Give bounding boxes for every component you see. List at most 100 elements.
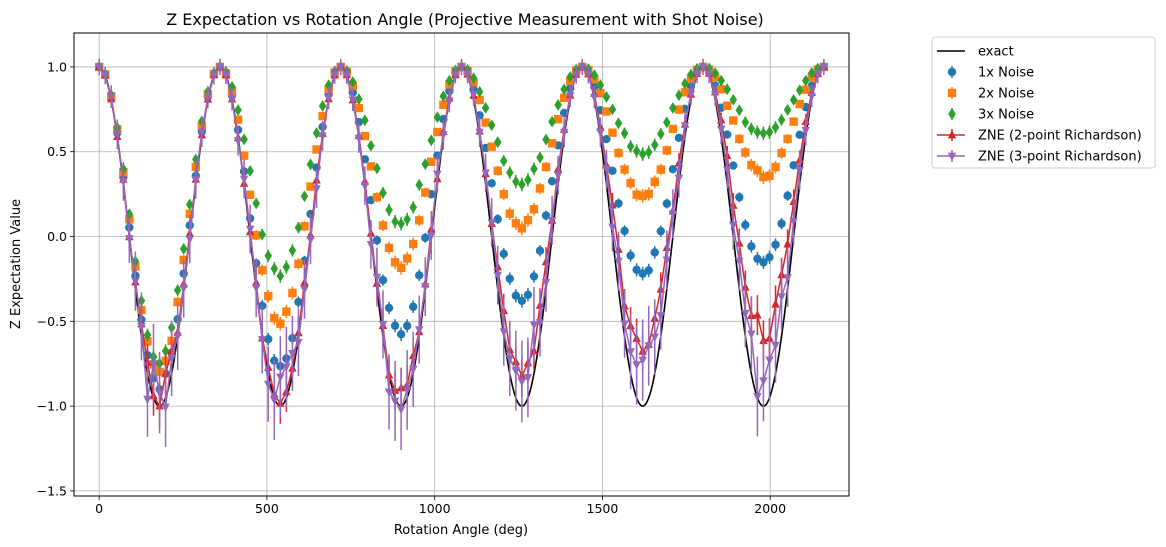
data-point [354,134,364,144]
data-point [644,266,653,275]
data-point [499,328,508,337]
data-point [246,164,254,177]
data-point [390,321,400,330]
data-point [590,93,599,103]
data-point [119,178,128,187]
data-point [650,333,659,342]
data-point [300,285,309,295]
data-point [378,320,388,330]
data-point [566,92,575,101]
data-point [608,166,617,175]
data-point [783,103,792,116]
data-point [415,271,424,280]
data-point [487,119,496,132]
data-point [541,211,551,220]
chart-title: Z Expectation vs Rotation Angle (Project… [166,10,764,29]
data-point [499,154,508,167]
data-point [523,215,533,225]
data-point [349,76,357,88]
data-point [795,99,804,109]
data-point [801,85,810,94]
data-point [620,320,629,329]
data-point [101,72,110,81]
x-axis-ticks: 0 500 1000 1500 2000 [95,496,786,516]
data-point [481,169,490,178]
legend-box [931,36,1156,169]
data-point [765,126,774,138]
legend-label: 2x Noise [978,87,1034,102]
data-point [626,251,635,260]
data-point [197,128,207,138]
plot-frame [73,32,850,497]
data-point [517,224,527,233]
data-point [161,345,170,357]
data-point [391,215,399,228]
data-point [251,231,261,240]
data-point [759,127,768,140]
data-point [753,393,762,402]
data-point [499,249,508,258]
data-point [294,221,303,234]
data-point [523,373,533,383]
data-point [421,233,430,242]
data-point [716,85,726,94]
legend-label: 1x Noise [978,66,1034,81]
data-point [469,91,478,100]
data-point [947,152,957,162]
data-point [771,240,780,249]
data-point [245,225,255,235]
data-point [632,265,641,275]
data-point [264,249,273,262]
data-point [282,307,291,316]
data-point [572,71,581,80]
data-point [493,271,502,281]
data-point [777,219,786,228]
data-point [161,403,170,413]
data-point [131,277,140,287]
data-point [245,190,255,199]
data-point [354,103,364,113]
data-point [421,188,430,197]
data-point [735,104,744,117]
data-point [807,67,816,79]
data-point [747,122,756,135]
data-point [475,128,484,138]
data-point [783,134,792,144]
data-point [475,85,484,98]
data-point [367,139,375,152]
legend: exact 1x Noise 2x Noise 3x Noise ZNE (2-poin… [931,36,1156,169]
data-point [185,198,194,211]
data-point [620,127,629,140]
data-point [282,363,291,372]
data-point [668,124,678,134]
data-point [143,395,152,405]
data-point [360,131,370,141]
data-point [644,189,653,199]
data-point [409,201,417,214]
y-tick-label: −1.0 [37,399,67,414]
data-point [596,79,605,91]
data-point [729,93,738,106]
data-point [789,217,798,226]
data-point [312,127,321,139]
plot-data [94,58,829,450]
data-point [741,148,750,157]
data-point [239,151,249,160]
data-point [777,148,786,158]
data-point [439,90,448,103]
data-point [155,389,164,398]
data-point [698,63,708,72]
data-point [276,373,285,382]
legend-label: exact [978,45,1014,60]
data-point [716,125,726,135]
data-point [602,107,611,116]
data-point [173,284,182,297]
data-point [475,95,484,105]
data-point [258,336,267,345]
data-point [729,161,738,170]
data-point [541,278,551,288]
data-point [415,326,424,335]
data-point [783,191,792,200]
data-point [554,98,562,111]
